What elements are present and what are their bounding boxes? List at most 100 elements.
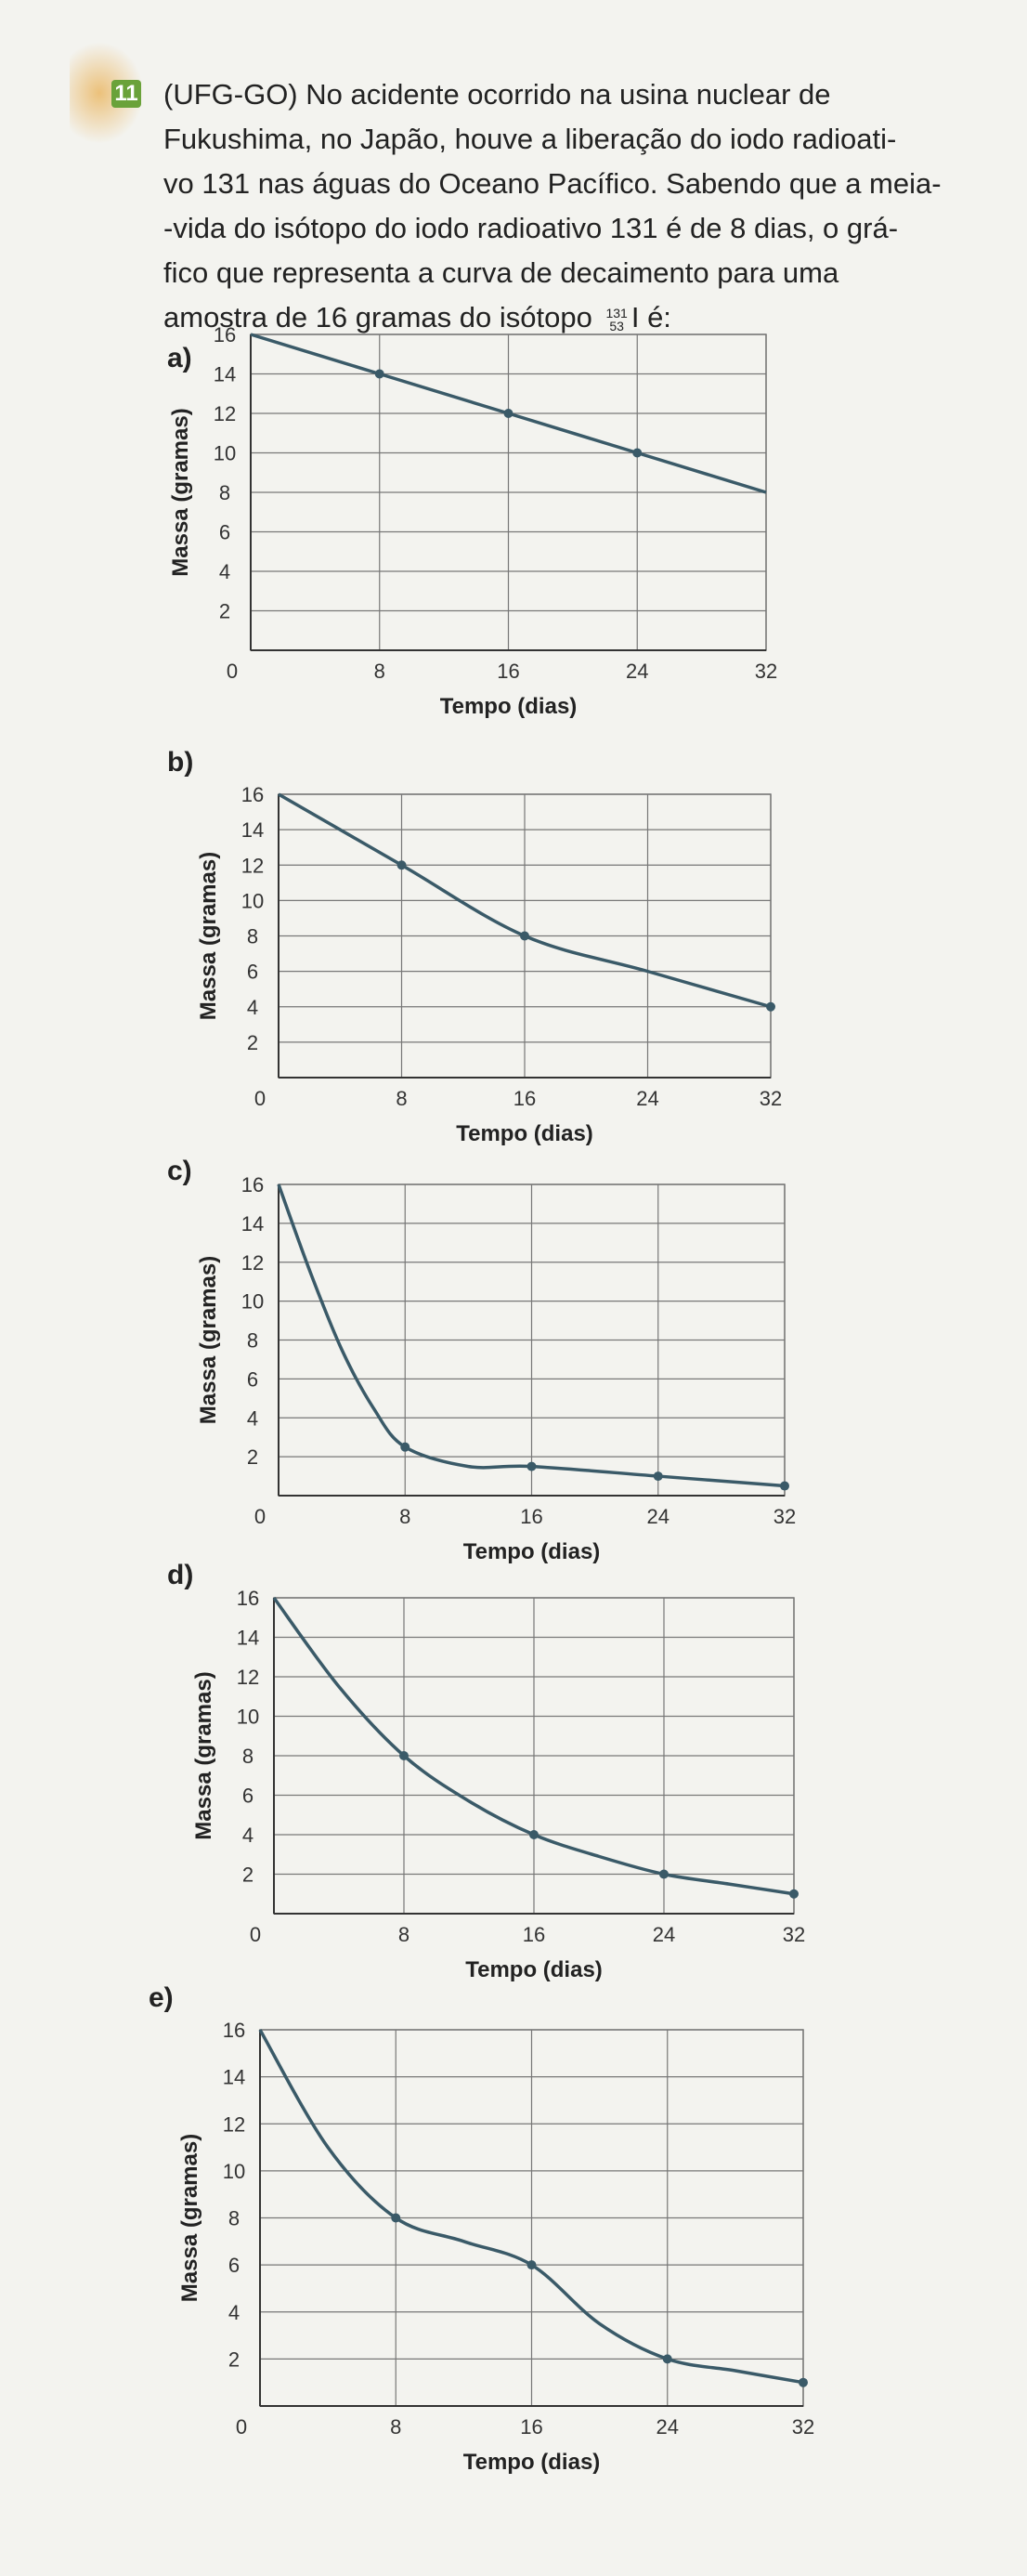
isotope-symbol: I [630,301,640,333]
y-tick-label: 8 [247,1329,258,1353]
x-axis-title: Tempo (dias) [456,1121,593,1146]
x-tick-label: 8 [396,1087,407,1110]
x-tick-label: 16 [520,2415,542,2439]
question-text: (UFG-GO) No acidente ocorrido na usina n… [163,72,981,340]
x-tick-label: 32 [783,1923,805,1946]
y-tick-label: 2 [242,1863,254,1887]
data-point [526,1461,537,1471]
x-tick-label: 8 [374,660,385,683]
y-axis-title: Massa (gramas) [196,1256,221,1424]
decay-curve [272,1596,795,1896]
y-tick-label: 4 [247,996,258,1019]
x-tick-label: 0 [254,1505,266,1528]
data-point [766,1001,775,1012]
y-tick-label: 12 [214,402,236,425]
y-tick-label: 14 [237,1627,259,1650]
x-tick-label: 16 [520,1505,542,1528]
y-tick-label: 4 [219,560,230,583]
x-tick-label: 8 [390,2415,401,2439]
y-axis-title: Massa (gramas) [177,2134,202,2302]
y-tick-label: 12 [241,1251,264,1275]
x-tick-label: 0 [236,2415,247,2439]
y-tick-label: 10 [241,1290,264,1314]
data-point [662,2354,672,2364]
option-letter: a) [167,343,192,373]
y-tick-label: 10 [223,2160,245,2183]
x-tick-label: 32 [760,1087,782,1110]
x-tick-label: 24 [656,2415,679,2439]
option-letter: c) [167,1156,192,1186]
data-point [632,448,643,458]
y-tick-label: 8 [242,1745,254,1768]
x-tick-label: 32 [755,660,777,683]
y-tick-label: 4 [242,1824,254,1847]
isotope-notation: 131 53 [605,307,627,333]
data-point [503,409,514,418]
option-letter: e) [149,1982,174,2013]
data-point [653,1471,663,1482]
y-tick-label: 16 [241,1173,264,1196]
x-tick-label: 0 [227,660,238,683]
question-line: -vida do isótopo do iodo radioativo 131 … [163,212,899,244]
y-tick-label: 10 [214,442,236,465]
y-tick-label: 10 [237,1706,259,1729]
data-point [520,931,529,941]
y-tick-label: 8 [219,481,230,504]
y-tick-label: 6 [247,961,258,984]
x-tick-label: 16 [523,1923,545,1946]
data-point [659,1869,669,1879]
question-line: fico que representa a curva de decaiment… [163,256,839,289]
y-axis-title: Massa (gramas) [196,852,221,1020]
data-point [396,860,407,870]
y-tick-label: 12 [241,854,264,877]
x-tick-label: 16 [497,660,519,683]
y-tick-label: 6 [247,1367,258,1391]
y-tick-label: 6 [219,521,230,544]
y-tick-label: 10 [241,889,264,912]
y-axis-title: Massa (gramas) [191,1671,216,1839]
data-point [780,1481,789,1491]
isotope-mass-number: 131 [605,305,628,320]
x-tick-label: 24 [626,660,648,683]
question-line: Fukushima, no Japão, houve a liberação d… [163,123,897,155]
option-letter: b) [167,747,193,778]
isotope-atomic-number: 53 [609,318,624,333]
y-tick-label: 2 [228,2347,240,2371]
y-tick-label: 8 [247,925,258,948]
question-line-end: é: [647,301,671,333]
y-tick-label: 16 [241,783,264,806]
y-tick-label: 12 [237,1666,259,1689]
y-tick-label: 14 [241,1212,264,1236]
data-point [526,2260,537,2270]
data-point [374,369,384,379]
y-tick-label: 16 [223,2019,245,2042]
x-tick-label: 32 [774,1505,796,1528]
x-tick-label: 0 [254,1087,266,1110]
question-line: vo 131 nas águas do Oceano Pacífico. Sab… [163,167,942,200]
data-point [400,1442,410,1452]
x-tick-label: 24 [647,1505,670,1528]
y-axis-title: Massa (gramas) [168,408,193,576]
x-tick-label: 32 [792,2415,814,2439]
decay-curve [277,1183,786,1488]
x-axis-title: Tempo (dias) [465,1957,603,1982]
y-tick-label: 6 [242,1785,254,1808]
x-axis-title: Tempo (dias) [463,2450,601,2475]
question-line: (UFG-GO) No acidente ocorrido na usina n… [163,78,831,111]
data-point [529,1830,539,1839]
x-tick-label: 8 [399,1505,410,1528]
y-tick-label: 16 [237,1587,259,1610]
data-point [391,2213,401,2223]
y-tick-label: 14 [223,2066,245,2089]
data-point [399,1751,409,1760]
x-tick-label: 16 [514,1087,536,1110]
y-tick-label: 4 [228,2301,240,2324]
data-point [799,2377,808,2387]
